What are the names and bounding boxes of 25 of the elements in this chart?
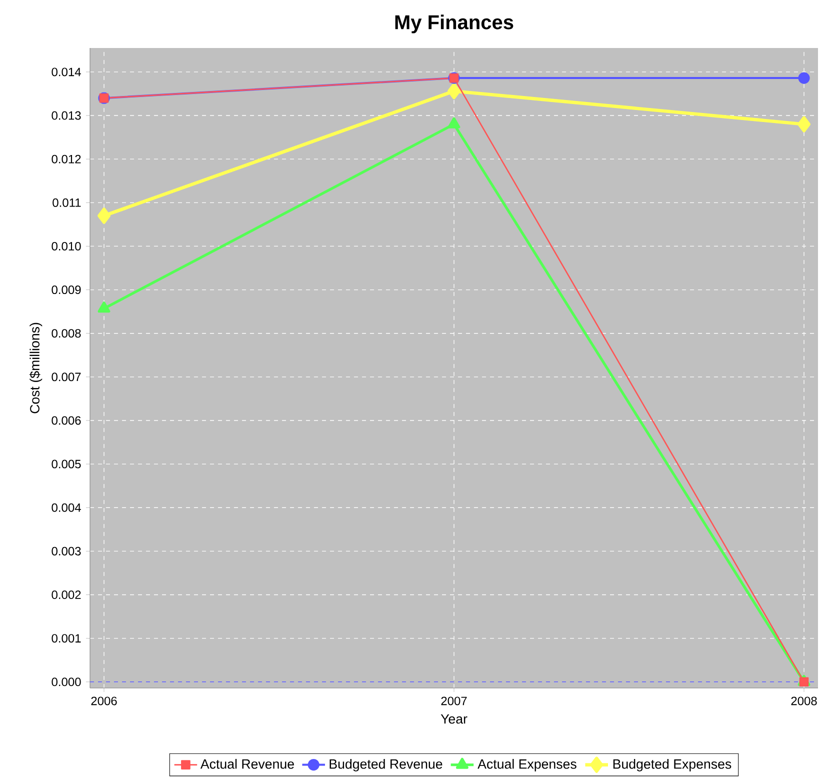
y-tick-label: 0.011: [52, 198, 81, 207]
y-tick-label: 0.003: [52, 546, 81, 556]
legend-label: Actual Expenses: [478, 758, 576, 772]
y-tick-label: 0.007: [52, 372, 81, 382]
legend-label: Budgeted Revenue: [330, 758, 442, 772]
y-tick-label: 0.014: [52, 68, 81, 76]
x-tick-label: 2007: [441, 696, 467, 706]
x-tick-label: 2008: [791, 696, 817, 706]
y-tick-label: 0.000: [52, 678, 81, 686]
legend-label: Budgeted Expenses: [613, 758, 732, 772]
y-tick-label: 0.006: [52, 416, 81, 425]
y-axis-title: Cost ($millions): [29, 322, 42, 414]
y-tick-label: 0.010: [52, 242, 81, 250]
y-tick-label: 0.008: [52, 329, 81, 338]
x-axis-title: Year: [440, 714, 468, 724]
y-tick-label: 0.004: [52, 503, 81, 512]
y-tick-label: 0.012: [52, 154, 81, 164]
chart-title: My Finances: [395, 14, 514, 34]
y-tick-label: 0.001: [52, 634, 81, 643]
y-tick-label: 0.013: [52, 111, 81, 120]
y-tick-label: 0.002: [52, 590, 81, 600]
y-tick-label: 0.005: [52, 460, 81, 468]
legend-label: Actual Revenue: [200, 758, 294, 769]
x-tick-label: 2006: [91, 696, 117, 706]
y-tick-label: 0.009: [52, 286, 81, 294]
